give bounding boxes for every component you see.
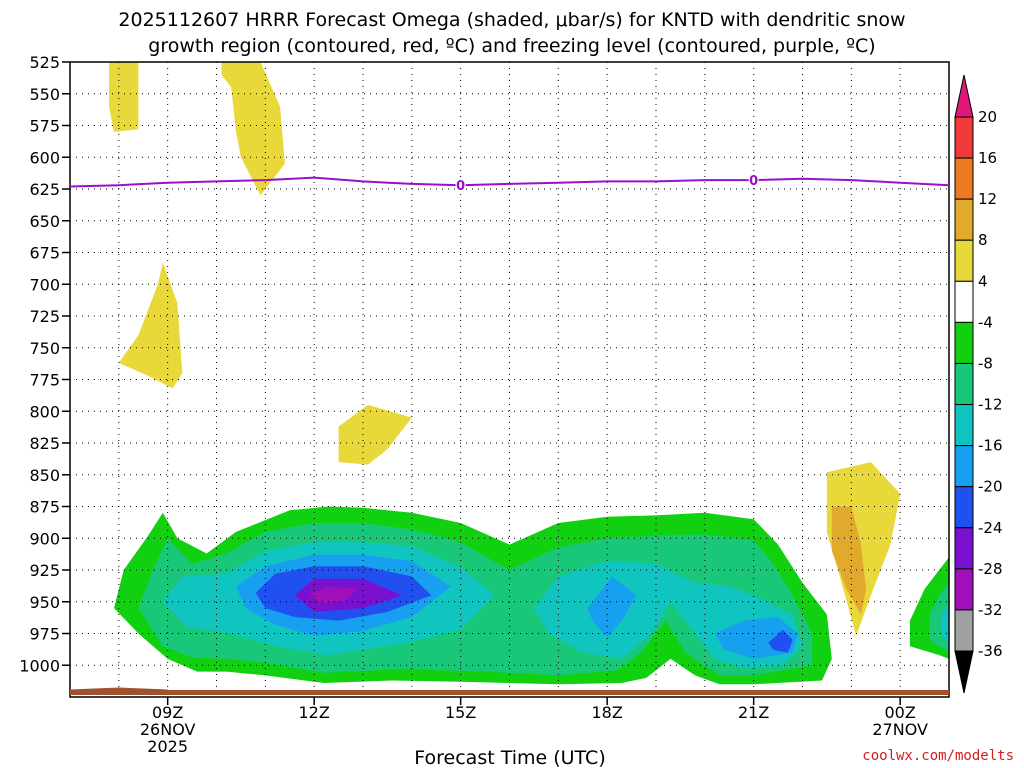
- omega-region-right-edge-cyan: [941, 601, 949, 647]
- colorbar-label: -28: [978, 560, 1003, 578]
- y-tick-label-625: 625: [29, 180, 60, 199]
- colorbar-top-arrow: [954, 74, 974, 118]
- omega-region-blue-light-2: [587, 576, 637, 638]
- colorbar: 20 16 12 8 4 -4 -8 -12 -16 -20 -24 -28 -32 -36: [954, 74, 1003, 694]
- y-tick-label-850: 850: [29, 466, 60, 485]
- colorbar-bin: [954, 404, 974, 447]
- colorbar-label: -8: [978, 354, 993, 372]
- colorbar-bin: [954, 362, 974, 406]
- ground-layer: [69, 687, 949, 695]
- y-tick-label-700: 700: [29, 275, 60, 294]
- y-tick-label-975: 975: [29, 625, 60, 644]
- y-tick-label-950: 950: [29, 593, 60, 612]
- freezing-level-label: 0: [749, 174, 758, 189]
- colorbar-label: -24: [978, 519, 1003, 537]
- y-tick-label-600: 600: [29, 148, 60, 167]
- y-tick-label-650: 650: [29, 212, 60, 231]
- ground-bump: [69, 687, 168, 691]
- x-tick-label: 27NOV: [872, 720, 928, 739]
- colorbar-bottom-arrow: [954, 650, 974, 694]
- x-axis-label: Forecast Time (UTC): [414, 747, 605, 768]
- colorbar-bin: [954, 280, 974, 323]
- y-tick-label-525: 525: [29, 53, 60, 72]
- credit-text: coolwx.com/modelts: [862, 748, 1014, 764]
- colorbar-bin: [954, 568, 974, 611]
- y-tick-label-550: 550: [29, 85, 60, 104]
- y-tick-label-775: 775: [29, 371, 60, 390]
- y-tick-label-750: 750: [29, 339, 60, 358]
- x-tick-label: 26NOV: [140, 720, 196, 739]
- x-tick-label: 00Z: [885, 703, 916, 722]
- chart-title-line1: 2025112607 HRRR Forecast Omega (shaded, …: [118, 9, 905, 31]
- ground-bar: [70, 690, 949, 695]
- freezing-label-bg: [455, 178, 466, 193]
- chart-title-line2: growth region (contoured, red, ºC) and f…: [148, 35, 875, 57]
- colorbar-bin: [954, 116, 974, 159]
- colorbar-bin: [954, 239, 974, 282]
- colorbar-label: -12: [978, 396, 1003, 414]
- colorbar-bin: [954, 321, 974, 364]
- omega-region-right-orange: [831, 506, 866, 615]
- y-tick-label-925: 925: [29, 561, 60, 580]
- colorbar-bin: [954, 157, 974, 200]
- omega-region-magenta-core: [309, 586, 359, 603]
- freezing-level-line: [69, 176, 950, 188]
- omega-shaded-regions: [109, 62, 949, 685]
- grid-lines: [69, 61, 950, 697]
- y-tick-label-725: 725: [29, 307, 60, 326]
- freezing-level-label: 0: [456, 179, 465, 194]
- y-tick-label-875: 875: [29, 498, 60, 517]
- colorbar-label: 16: [978, 149, 997, 167]
- omega-region-blue-dark-2: [768, 629, 793, 653]
- colorbar-label: -32: [978, 601, 1003, 619]
- x-tick-label: 2025: [147, 737, 188, 756]
- y-tick-label-575: 575: [29, 117, 60, 136]
- colorbar-bin: [954, 527, 974, 570]
- y-tick-label-800: 800: [29, 402, 60, 421]
- y-tick-label-900: 900: [29, 529, 60, 548]
- omega-region-left-mid-yellow: [118, 262, 183, 389]
- y-tick-label-1000: 1000: [19, 656, 60, 675]
- omega-region-upper-mid-yellow: [221, 62, 285, 196]
- colorbar-bin: [954, 198, 974, 241]
- colorbar-label: 4: [978, 272, 988, 290]
- colorbar-bin: [954, 609, 974, 652]
- colorbar-bin: [954, 486, 974, 529]
- colorbar-label: -20: [978, 478, 1003, 496]
- x-tick-label: 12Z: [299, 703, 330, 722]
- colorbar-label: -16: [978, 437, 1003, 455]
- colorbar-bin: [954, 445, 974, 488]
- x-tick-label: 09Z: [152, 703, 183, 722]
- y-tick-label-675: 675: [29, 244, 60, 263]
- x-tick-label: 21Z: [738, 703, 769, 722]
- colorbar-label: -4: [978, 313, 993, 331]
- colorbar-label: -36: [978, 642, 1003, 660]
- colorbar-label: 20: [978, 108, 997, 126]
- x-tick-label: 18Z: [592, 703, 623, 722]
- x-tick-label: 15Z: [445, 703, 476, 722]
- omega-region-upper-left-yellow: [109, 62, 139, 132]
- omega-region-mid-small-yellow: [338, 404, 412, 465]
- y-tick-label-825: 825: [29, 434, 60, 453]
- freezing-label-bg: [748, 173, 759, 188]
- colorbar-label: 12: [978, 190, 997, 208]
- y-axis: 525 550 575 600 625 650 675 700 725 750 775 800 825 8…: [19, 53, 70, 675]
- omega-region-right-yellow: [826, 462, 901, 636]
- colorbar-label: 8: [978, 231, 988, 249]
